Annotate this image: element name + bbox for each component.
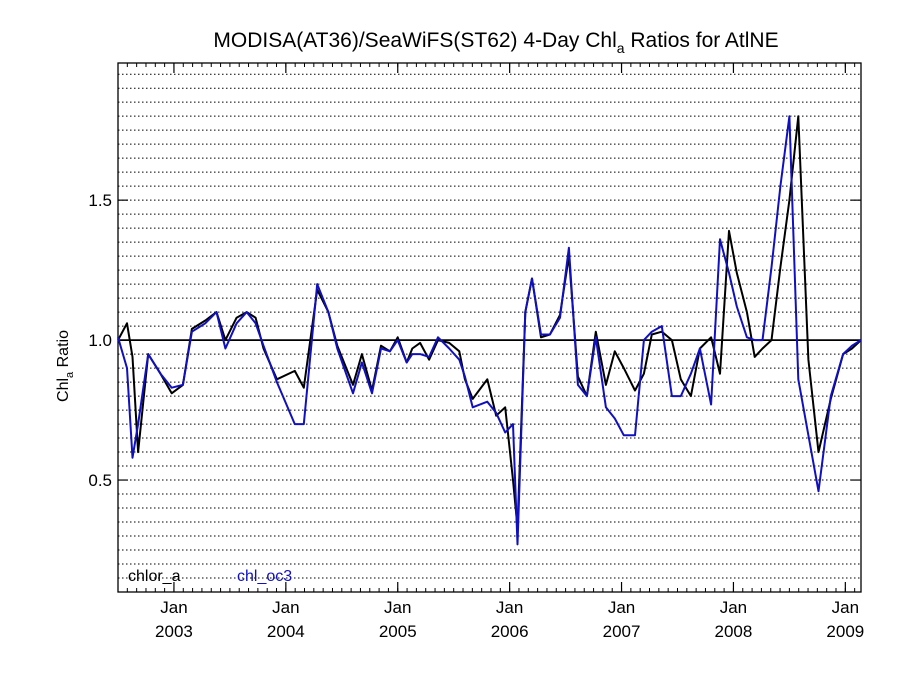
x-tick-label-month: Jan xyxy=(496,598,523,617)
x-tick-label-month: Jan xyxy=(272,598,299,617)
series-line-chl-oc3 xyxy=(117,115,862,546)
x-tick-label-month: Jan xyxy=(384,598,411,617)
y-axis-label: Chla Ratio xyxy=(55,330,76,402)
x-tick-label-year: 2008 xyxy=(715,622,753,641)
x-tick-label-year: 2003 xyxy=(155,622,193,641)
x-tick-label-month: Jan xyxy=(608,598,635,617)
chart-title: MODISA(AT36)/SeaWiFS(ST62) 4-Day Chla Ra… xyxy=(213,29,778,56)
y-axis: 0.5 1.0 1.5 xyxy=(88,191,861,490)
x-tick-label-year: 2005 xyxy=(379,622,417,641)
series-layer xyxy=(117,115,862,546)
x-tick-label-year: 2004 xyxy=(267,622,305,641)
legend-entry-chl-oc3: chl_oc3 xyxy=(237,568,292,585)
y-tick-label: 1.5 xyxy=(88,191,112,210)
series-line-chlor-a xyxy=(117,115,862,529)
x-tick-label-year: 2006 xyxy=(491,622,529,641)
x-axis: Jan 2003 Jan 2004 Jan 2005 Jan 2006 Jan 2007 Jan 20… xyxy=(117,63,864,641)
plot-frame xyxy=(117,62,862,593)
x-tick-label-month: Jan xyxy=(720,598,747,617)
x-tick-label-year: 2007 xyxy=(603,622,641,641)
legend-entry-chlor-a: chlor_a xyxy=(128,568,181,585)
x-tick-label-month: Jan xyxy=(832,598,859,617)
x-tick-label-year: 2009 xyxy=(826,622,864,641)
y-tick-label: 1.0 xyxy=(88,331,112,350)
y-tick-label: 0.5 xyxy=(88,471,112,490)
x-tick-label-month: Jan xyxy=(160,598,187,617)
legend: chlor_a chl_oc3 xyxy=(128,568,292,585)
